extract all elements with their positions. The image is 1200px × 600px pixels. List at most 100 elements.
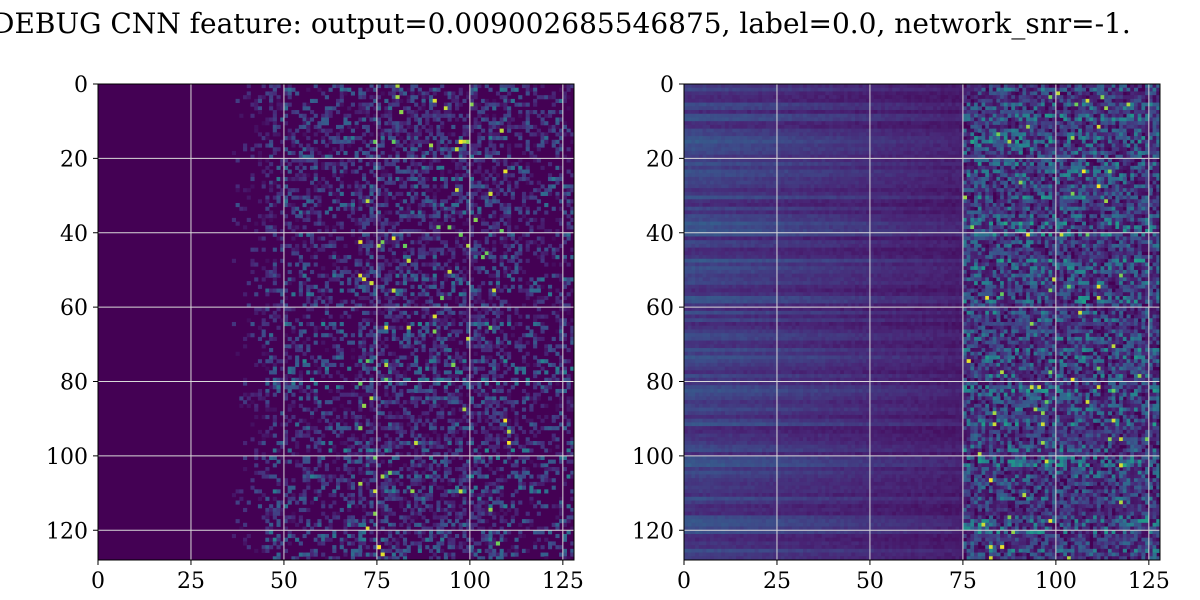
heatmap-cell [332, 251, 336, 255]
heatmap-cell [381, 177, 385, 181]
heatmap-cell [503, 99, 507, 103]
heatmap-cell [511, 166, 515, 170]
heatmap-cell [340, 170, 344, 174]
heatmap-cell [384, 181, 388, 185]
heatmap-cell [295, 158, 299, 162]
heatmap-cell [410, 95, 414, 99]
heatmap-cell [433, 248, 437, 252]
heatmap-cell [351, 170, 355, 174]
heatmap-cell [265, 225, 269, 229]
heatmap-cell [329, 129, 333, 133]
heatmap-cell [269, 181, 273, 185]
heatmap-cell [462, 240, 466, 244]
heatmap-cell [433, 88, 437, 92]
heatmap-cell [515, 270, 519, 274]
heatmap-cell [399, 144, 403, 148]
heatmap-cell [418, 203, 422, 207]
heatmap-cell [362, 266, 366, 270]
heatmap-cell [414, 170, 418, 174]
heatmap-cell [414, 162, 418, 166]
heatmap-cell [436, 117, 440, 121]
heatmap-cell [384, 240, 388, 244]
heatmap-cell [407, 270, 411, 274]
heatmap-cell [407, 214, 411, 218]
heatmap-cell [388, 248, 392, 252]
heatmap-cell [526, 222, 530, 226]
heatmap-cell [396, 222, 400, 226]
heatmap-cell [503, 125, 507, 129]
heatmap-cell [355, 240, 359, 244]
heatmap-cell [321, 177, 325, 181]
heatmap-cell [277, 103, 281, 107]
heatmap-cell [317, 274, 321, 278]
heatmap-cell [422, 177, 426, 181]
heatmap-cell [440, 121, 444, 125]
heatmap-cell [488, 225, 492, 229]
heatmap-cell [369, 147, 373, 151]
heatmap-cell [541, 184, 545, 188]
heatmap-cell [515, 251, 519, 255]
heatmap-cell [399, 177, 403, 181]
heatmap-cell [236, 222, 240, 226]
heatmap-cell [306, 218, 310, 222]
heatmap-cell [481, 222, 485, 226]
heatmap-cell [470, 147, 474, 151]
heatmap-cell [485, 248, 489, 252]
heatmap-cell [429, 88, 433, 92]
heatmap-cell [269, 103, 273, 107]
heatmap-cell [332, 170, 336, 174]
heatmap-cell [243, 188, 247, 192]
heatmap-cell [250, 147, 254, 151]
heatmap-cell [362, 184, 366, 188]
heatmap-cell [448, 196, 452, 200]
heatmap-cell [470, 196, 474, 200]
heatmap-cell [366, 240, 370, 244]
heatmap-cell [429, 114, 433, 118]
heatmap-cell [388, 84, 392, 88]
heatmap-cell [381, 129, 385, 133]
heatmap-cell [369, 270, 373, 274]
heatmap-cell [336, 140, 340, 144]
heatmap-cell [455, 203, 459, 207]
heatmap-cell [325, 166, 329, 170]
heatmap-cell [529, 125, 533, 129]
heatmap-cell [518, 177, 522, 181]
heatmap-cell [526, 110, 530, 114]
heatmap-cell [567, 188, 571, 192]
heatmap-cell [440, 147, 444, 151]
heatmap-cell [355, 188, 359, 192]
heatmap-cell [481, 136, 485, 140]
heatmap-cell [358, 188, 362, 192]
heatmap-cell [258, 214, 262, 218]
heatmap-cell [247, 196, 251, 200]
heatmap-cell [533, 240, 537, 244]
heatmap-cell [433, 199, 437, 203]
heatmap-cell [366, 218, 370, 222]
heatmap-cell [407, 110, 411, 114]
heatmap-cell [273, 114, 277, 118]
heatmap-cell [470, 151, 474, 155]
heatmap-cell [459, 214, 463, 218]
heatmap-cell [369, 140, 373, 144]
heatmap-cell [507, 218, 511, 222]
heatmap-cell [507, 166, 511, 170]
heatmap-cell [429, 151, 433, 155]
heatmap-cell [429, 225, 433, 229]
heatmap-cell [351, 199, 355, 203]
heatmap-cell [303, 158, 307, 162]
heatmap-cell [358, 147, 362, 151]
heatmap-cell [347, 136, 351, 140]
heatmap-cell [414, 136, 418, 140]
heatmap-cell [422, 95, 426, 99]
heatmap-cell [459, 166, 463, 170]
heatmap-cell [288, 263, 292, 267]
heatmap-cell [314, 158, 318, 162]
heatmap-cell [459, 91, 463, 95]
heatmap-cell [317, 196, 321, 200]
heatmap-cell [362, 151, 366, 155]
heatmap-cell [262, 121, 266, 125]
heatmap-cell [258, 199, 262, 203]
heatmap-cell [518, 103, 522, 107]
heatmap-cell [388, 162, 392, 166]
heatmap-cell [433, 210, 437, 214]
